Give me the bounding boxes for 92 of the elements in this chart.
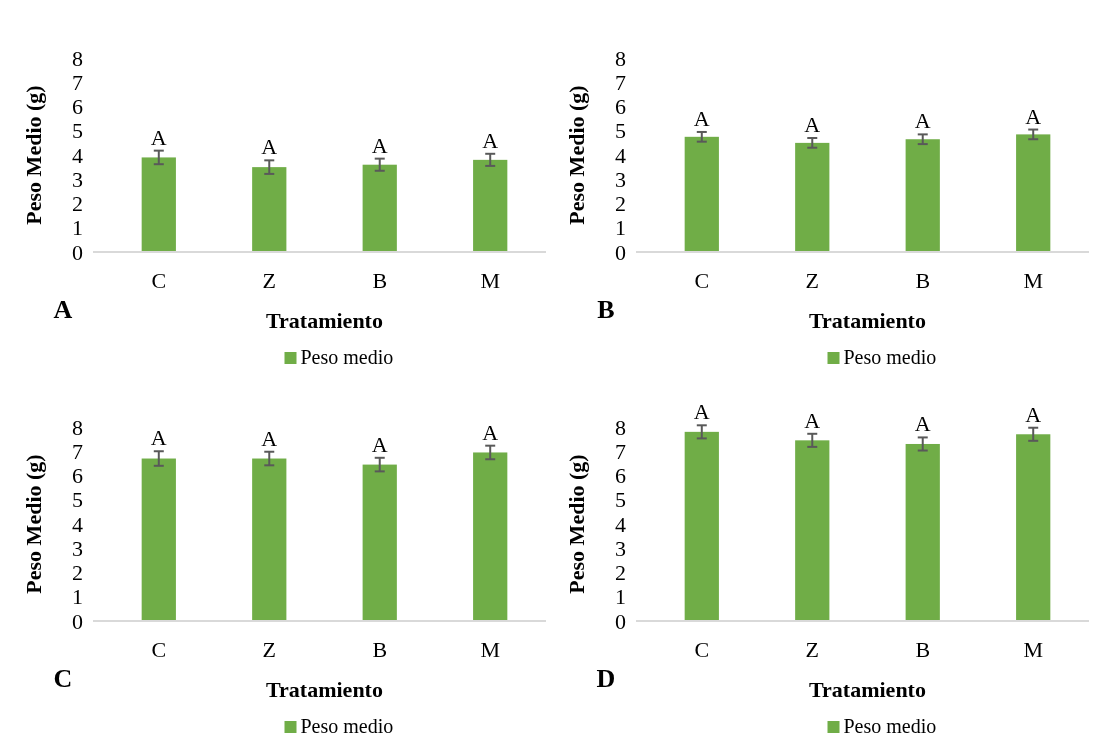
y-tick-label: 3: [615, 535, 626, 561]
y-tick-label: 2: [72, 560, 83, 586]
bar: [684, 431, 719, 621]
data-label: A: [371, 431, 388, 457]
y-tick-label: 2: [72, 191, 83, 217]
y-tick-label: 1: [72, 584, 83, 610]
y-tick-label: 5: [72, 118, 83, 144]
data-label: A: [150, 124, 167, 150]
y-tick-label: 0: [615, 608, 626, 634]
legend-label: Peso medio: [843, 715, 937, 737]
x-tick-label: B: [372, 637, 388, 662]
bar: [473, 452, 508, 621]
bar: [905, 443, 940, 621]
y-tick-label: 0: [72, 239, 83, 265]
y-tick-label: 6: [72, 463, 83, 489]
data-label: A: [693, 399, 710, 425]
text: D: [596, 664, 616, 693]
legend-label: Peso medio: [300, 346, 394, 368]
text: C: [53, 664, 73, 693]
x-tick-label: B: [915, 637, 931, 662]
y-tick-label: 5: [615, 487, 626, 513]
x-tick-label: Z: [805, 268, 819, 293]
bar: [1016, 434, 1051, 621]
legend-label: Peso medio: [843, 346, 937, 368]
y-tick-label: 2: [615, 191, 626, 217]
data-label: A: [1025, 103, 1042, 129]
x-axis-title: Tratamiento: [809, 677, 926, 702]
legend-label: Peso medio: [300, 715, 394, 737]
data-label: A: [261, 134, 278, 160]
y-tick-label: 7: [72, 438, 83, 464]
y-tick-label: 3: [72, 166, 83, 192]
y-tick-label: 7: [615, 438, 626, 464]
y-tick-label: 7: [615, 69, 626, 95]
y-axis-title: Peso Medio (g): [564, 454, 589, 594]
y-axis-title: Peso Medio (g): [21, 85, 46, 225]
x-tick-label: Z: [262, 637, 276, 662]
x-tick-label: M: [1023, 637, 1043, 662]
data-label: A: [150, 425, 167, 451]
y-axis-title: Peso Medio (g): [21, 454, 46, 594]
x-tick-label: C: [151, 637, 167, 662]
x-tick-label: M: [480, 268, 500, 293]
data-label: A: [482, 127, 499, 153]
bar: [795, 440, 830, 621]
y-tick-label: 1: [72, 215, 83, 241]
y-tick-label: 8: [72, 45, 83, 71]
y-tick-label: 0: [615, 239, 626, 265]
bar: [141, 458, 176, 621]
y-tick-label: 1: [615, 584, 626, 610]
x-tick-label: C: [694, 268, 710, 293]
y-tick-label: 3: [72, 535, 83, 561]
text: A: [53, 295, 73, 324]
x-axis-title: Tratamiento: [809, 308, 926, 333]
y-tick-label: 8: [72, 414, 83, 440]
bar: [362, 464, 397, 621]
data-label: A: [914, 108, 931, 134]
data-label: A: [1025, 401, 1042, 427]
data-label: A: [371, 132, 388, 158]
data-label: A: [914, 411, 931, 437]
y-tick-label: 4: [615, 142, 626, 168]
y-tick-label: 4: [72, 511, 83, 537]
y-axis-title: Peso Medio (g): [564, 85, 589, 225]
data-label: A: [804, 407, 821, 433]
y-tick-label: 2: [615, 560, 626, 586]
y-tick-label: 8: [615, 414, 626, 440]
x-tick-label: M: [1023, 268, 1043, 293]
y-tick-label: 4: [72, 142, 83, 168]
y-tick-label: 5: [615, 118, 626, 144]
y-tick-label: 7: [72, 69, 83, 95]
y-tick-label: 6: [72, 94, 83, 120]
x-tick-label: C: [151, 268, 167, 293]
x-tick-label: Z: [262, 268, 276, 293]
bar: [252, 458, 287, 621]
y-tick-label: 1: [615, 215, 626, 241]
data-label: A: [804, 112, 821, 138]
y-tick-label: 8: [615, 45, 626, 71]
y-tick-label: 0: [72, 608, 83, 634]
x-tick-label: Z: [805, 637, 819, 662]
x-tick-label: B: [372, 268, 388, 293]
data-label: A: [482, 419, 499, 445]
data-label: A: [261, 425, 278, 451]
y-tick-label: 3: [615, 166, 626, 192]
x-tick-label: C: [694, 637, 710, 662]
y-tick-label: 4: [615, 511, 626, 537]
text: B: [597, 295, 615, 324]
x-axis-title: Tratamiento: [266, 677, 383, 702]
x-tick-label: M: [480, 637, 500, 662]
x-tick-label: B: [915, 268, 931, 293]
y-tick-label: 6: [615, 463, 626, 489]
y-tick-label: 5: [72, 487, 83, 513]
x-axis-title: Tratamiento: [266, 308, 383, 333]
y-tick-label: 6: [615, 94, 626, 120]
data-label: A: [693, 105, 710, 131]
